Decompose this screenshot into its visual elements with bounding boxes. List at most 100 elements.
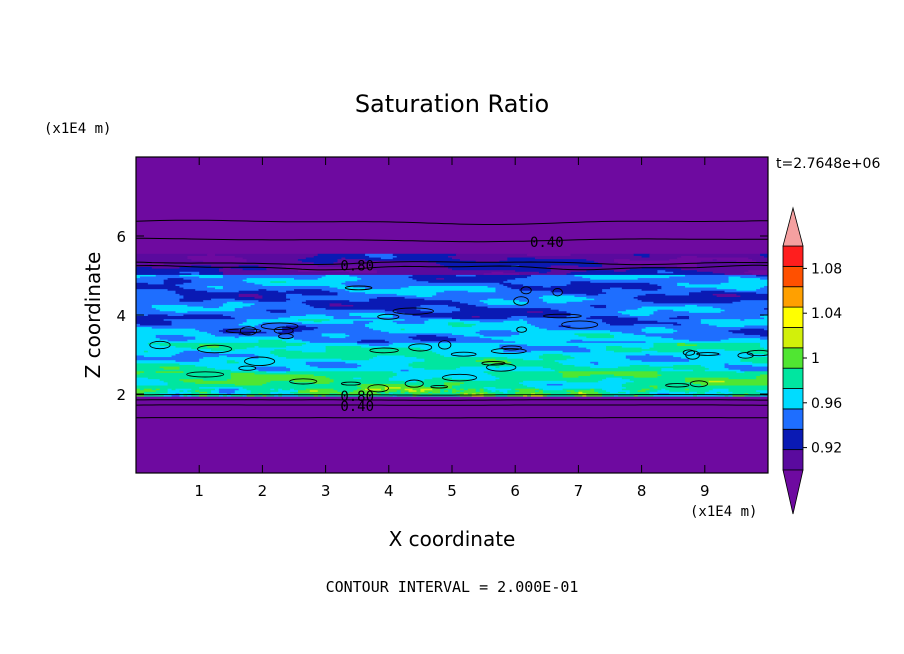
field-cell xyxy=(333,315,362,318)
field-cell xyxy=(507,356,540,359)
field-cell xyxy=(301,343,370,347)
field-cell xyxy=(432,392,457,395)
field-cell xyxy=(475,389,481,392)
field-cell xyxy=(412,337,457,340)
y-tick-label: 6 xyxy=(116,228,126,246)
field-cell xyxy=(136,288,169,291)
field-cell xyxy=(503,320,528,323)
field-cell xyxy=(542,353,564,356)
field-cell xyxy=(262,283,346,286)
field-cell xyxy=(349,290,445,293)
field-cell xyxy=(574,389,579,392)
field-cell xyxy=(270,391,291,394)
colorbar-segment xyxy=(782,388,804,410)
field-cell xyxy=(558,361,591,364)
field-cell xyxy=(341,358,370,361)
field-cell xyxy=(349,299,370,302)
field-cell xyxy=(392,342,655,345)
field-cell xyxy=(136,343,161,347)
field-cell xyxy=(218,388,240,391)
field-cell xyxy=(621,312,655,315)
contour-cell xyxy=(682,349,696,356)
field-cell xyxy=(258,264,283,268)
field-cell xyxy=(136,268,220,271)
field-cell xyxy=(740,318,745,321)
field-cell xyxy=(649,384,658,388)
field-cell xyxy=(479,320,504,323)
field-cell xyxy=(246,260,303,263)
field-cell xyxy=(455,305,489,309)
field-cell xyxy=(653,301,734,304)
field-cell xyxy=(325,313,350,316)
x-tick-label: 3 xyxy=(321,482,331,500)
field-cell xyxy=(136,359,177,362)
field-cell xyxy=(432,310,453,313)
field-cell xyxy=(199,272,224,275)
field-cell xyxy=(286,345,327,348)
field-cell xyxy=(550,307,639,310)
field-cell xyxy=(290,388,295,391)
field-cell xyxy=(337,286,366,290)
field-cell xyxy=(448,335,481,339)
contour-cell xyxy=(392,307,434,315)
field-cell xyxy=(748,356,768,359)
field-cell xyxy=(653,343,678,347)
field-cell xyxy=(420,304,449,307)
field-cell xyxy=(463,389,477,392)
field-cell xyxy=(238,294,263,298)
field-cell xyxy=(653,312,768,315)
field-cell xyxy=(313,261,335,264)
field-cell xyxy=(657,320,702,323)
field-cell xyxy=(175,290,208,293)
field-cell xyxy=(527,321,607,324)
field-cell xyxy=(136,305,153,309)
field-cell xyxy=(294,337,414,340)
field-cell xyxy=(764,255,768,258)
contour-line xyxy=(136,399,768,401)
field-cell xyxy=(495,288,520,291)
field-cell xyxy=(657,392,670,395)
field-cell xyxy=(290,367,425,370)
field-cell xyxy=(317,365,358,369)
field-cell xyxy=(689,359,741,362)
field-cell xyxy=(420,392,429,395)
field-cell xyxy=(732,394,745,397)
field-cell xyxy=(471,315,481,318)
field-cell xyxy=(254,282,342,285)
field-cell xyxy=(266,331,279,334)
field-cell xyxy=(633,253,651,256)
field-cell xyxy=(424,359,477,362)
field-cell xyxy=(136,386,200,389)
field-cell xyxy=(163,279,192,282)
colorbar-tick-label: 1.08 xyxy=(811,261,842,277)
field-cell xyxy=(673,331,734,334)
field-cell xyxy=(641,329,678,332)
field-cell xyxy=(250,389,279,392)
field-cell xyxy=(483,394,497,397)
field-cell xyxy=(752,351,768,354)
field-cell xyxy=(353,320,374,323)
field-cell xyxy=(542,391,572,394)
field-cell xyxy=(653,386,658,389)
field-cell xyxy=(590,350,615,353)
field-cell xyxy=(736,293,768,296)
field-cell xyxy=(175,283,263,286)
field-cell xyxy=(136,373,232,377)
field-cell xyxy=(136,342,149,345)
field-cell xyxy=(558,370,658,373)
field-cell xyxy=(724,290,768,293)
field-cell xyxy=(218,329,256,332)
field-cell xyxy=(222,271,350,274)
field-cell xyxy=(199,275,224,279)
field-cell xyxy=(756,375,768,378)
field-cell xyxy=(357,388,366,391)
field-cell xyxy=(740,294,768,298)
field-cell xyxy=(720,392,726,395)
field-cell xyxy=(278,335,331,339)
field-cell xyxy=(708,389,730,392)
field-cell xyxy=(143,394,165,397)
field-cell xyxy=(503,298,544,301)
field-cell xyxy=(222,274,327,277)
field-cell xyxy=(523,394,528,397)
field-cell xyxy=(661,285,686,288)
